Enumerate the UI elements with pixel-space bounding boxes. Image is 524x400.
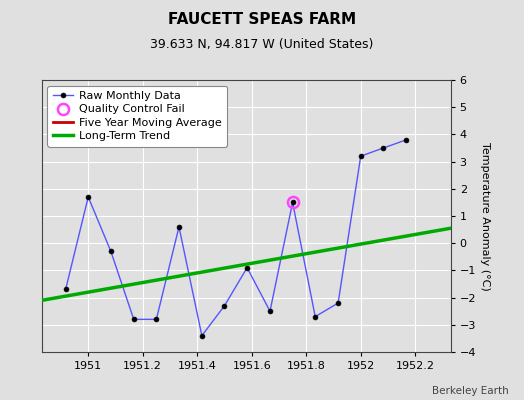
Raw Monthly Data (267, 309, 273, 314)
Raw Monthly Data (357, 154, 364, 158)
Raw Monthly Data (199, 333, 205, 338)
Legend: Raw Monthly Data, Quality Control Fail, Five Year Moving Average, Long-Term Tren: Raw Monthly Data, Quality Control Fail, … (48, 86, 227, 147)
Raw Monthly Data (289, 200, 296, 205)
Raw Monthly Data (176, 224, 182, 229)
Raw Monthly Data (85, 194, 91, 199)
Text: Berkeley Earth: Berkeley Earth (432, 386, 508, 396)
Raw Monthly Data (335, 301, 341, 306)
Text: FAUCETT SPEAS FARM: FAUCETT SPEAS FARM (168, 12, 356, 27)
Raw Monthly Data (130, 317, 137, 322)
Text: 39.633 N, 94.817 W (United States): 39.633 N, 94.817 W (United States) (150, 38, 374, 51)
Raw Monthly Data (153, 317, 159, 322)
Raw Monthly Data (108, 249, 114, 254)
Y-axis label: Temperature Anomaly (°C): Temperature Anomaly (°C) (480, 142, 490, 290)
Raw Monthly Data (403, 138, 409, 142)
Raw Monthly Data (380, 146, 387, 150)
Raw Monthly Data (312, 314, 319, 319)
Line: Raw Monthly Data: Raw Monthly Data (63, 138, 409, 338)
Raw Monthly Data (62, 287, 69, 292)
Raw Monthly Data (221, 303, 227, 308)
Raw Monthly Data (244, 265, 250, 270)
